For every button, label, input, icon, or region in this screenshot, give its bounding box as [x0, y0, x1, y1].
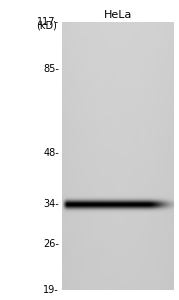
Text: (kD): (kD) [36, 20, 57, 30]
Text: 34-: 34- [43, 199, 59, 209]
Text: 117-: 117- [37, 17, 59, 27]
Text: 48-: 48- [43, 148, 59, 158]
Text: 19-: 19- [43, 285, 59, 295]
Text: HeLa: HeLa [104, 10, 132, 20]
Text: 85-: 85- [43, 64, 59, 74]
Text: 26-: 26- [43, 239, 59, 249]
